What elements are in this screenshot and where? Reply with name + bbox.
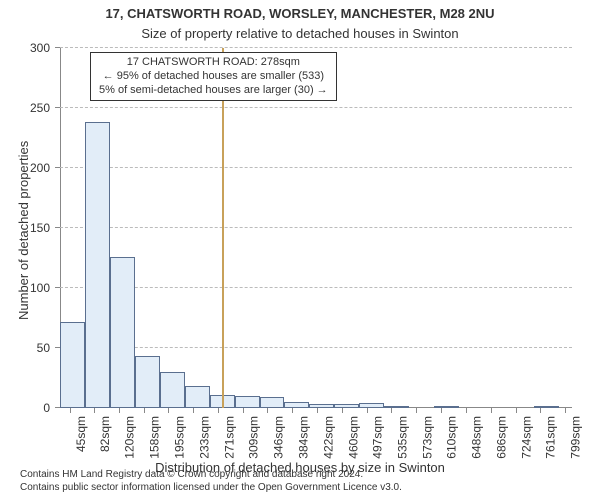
x-tick-label: 82sqm: [98, 416, 112, 452]
y-tick-mark: [55, 47, 60, 48]
x-tick-label: 158sqm: [148, 416, 162, 459]
x-tick-label: 271sqm: [222, 416, 236, 459]
attribution-footer: Contains HM Land Registry data © Crown c…: [20, 468, 402, 494]
x-tick-label: 346sqm: [271, 416, 285, 459]
x-tick-mark: [441, 408, 442, 413]
chart-container: 17, CHATSWORTH ROAD, WORSLEY, MANCHESTER…: [0, 0, 600, 500]
x-tick-mark: [317, 408, 318, 413]
chart-subtitle: Size of property relative to detached ho…: [0, 26, 600, 41]
x-tick-mark: [466, 408, 467, 413]
property-marker-line: [222, 48, 224, 408]
gridline: [60, 227, 572, 228]
histogram-bar: [309, 404, 334, 408]
histogram-bar: [110, 257, 135, 408]
histogram-bar: [135, 356, 160, 408]
histogram-bar: [185, 386, 210, 408]
footer-line-2: Contains public sector information licen…: [20, 481, 402, 494]
x-tick-label: 460sqm: [346, 416, 360, 459]
x-tick-label: 120sqm: [123, 416, 137, 459]
y-tick-label: 0: [10, 401, 50, 415]
info-line-1: 17 CHATSWORTH ROAD: 278sqm: [99, 56, 328, 70]
x-tick-label: 309sqm: [247, 416, 261, 459]
histogram-bar: [359, 403, 384, 408]
x-tick-mark: [565, 408, 566, 413]
x-tick-mark: [70, 408, 71, 413]
footer-line-1: Contains HM Land Registry data © Crown c…: [20, 468, 402, 481]
x-tick-label: 45sqm: [74, 416, 88, 452]
histogram-bar: [334, 404, 359, 408]
histogram-bar: [284, 402, 309, 408]
x-tick-label: 761sqm: [544, 416, 558, 459]
y-tick-label: 50: [10, 341, 50, 355]
x-tick-mark: [243, 408, 244, 413]
x-tick-label: 573sqm: [420, 416, 434, 459]
y-tick-mark: [55, 227, 60, 228]
info-line-3: 5% of semi-detached houses are larger (3…: [99, 84, 328, 98]
x-tick-mark: [119, 408, 120, 413]
histogram-bar: [534, 406, 559, 408]
x-tick-mark: [193, 408, 194, 413]
gridline: [60, 347, 572, 348]
x-tick-label: 610sqm: [445, 416, 459, 459]
x-tick-mark: [144, 408, 145, 413]
histogram-bar: [85, 122, 110, 408]
gridline: [60, 47, 572, 48]
x-tick-label: 422sqm: [321, 416, 335, 459]
histogram-bar: [384, 406, 409, 408]
chart-title: 17, CHATSWORTH ROAD, WORSLEY, MANCHESTER…: [0, 6, 600, 21]
x-tick-label: 724sqm: [520, 416, 534, 459]
gridline: [60, 107, 572, 108]
y-tick-label: 300: [10, 41, 50, 55]
x-tick-mark: [491, 408, 492, 413]
histogram-bar: [60, 322, 85, 408]
x-tick-mark: [342, 408, 343, 413]
histogram-bar: [260, 397, 285, 408]
plot-area: 05010015020025030045sqm82sqm120sqm158sqm…: [60, 48, 572, 408]
x-tick-mark: [391, 408, 392, 413]
histogram-bar: [434, 406, 459, 408]
plot-inner: 05010015020025030045sqm82sqm120sqm158sqm…: [60, 48, 572, 408]
y-tick-label: 250: [10, 101, 50, 115]
x-tick-label: 233sqm: [197, 416, 211, 459]
x-tick-mark: [218, 408, 219, 413]
info-box: 17 CHATSWORTH ROAD: 278sqm ← 95% of deta…: [90, 52, 337, 101]
x-tick-mark: [416, 408, 417, 413]
x-tick-mark: [267, 408, 268, 413]
histogram-bar: [160, 372, 185, 408]
x-tick-label: 535sqm: [396, 416, 410, 459]
gridline: [60, 287, 572, 288]
histogram-bar: [235, 396, 260, 408]
y-tick-mark: [55, 167, 60, 168]
x-tick-label: 497sqm: [371, 416, 385, 459]
x-tick-mark: [168, 408, 169, 413]
x-tick-mark: [94, 408, 95, 413]
x-tick-label: 648sqm: [470, 416, 484, 459]
x-tick-mark: [367, 408, 368, 413]
y-tick-mark: [55, 107, 60, 108]
x-tick-mark: [516, 408, 517, 413]
y-tick-mark: [55, 287, 60, 288]
y-axis-label: Number of detached properties: [16, 141, 31, 320]
x-tick-label: 686sqm: [495, 416, 509, 459]
x-tick-mark: [540, 408, 541, 413]
x-tick-label: 799sqm: [569, 416, 583, 459]
gridline: [60, 167, 572, 168]
x-tick-mark: [292, 408, 293, 413]
x-tick-label: 195sqm: [172, 416, 186, 459]
info-line-2: ← 95% of detached houses are smaller (53…: [99, 70, 328, 84]
x-tick-label: 384sqm: [296, 416, 310, 459]
